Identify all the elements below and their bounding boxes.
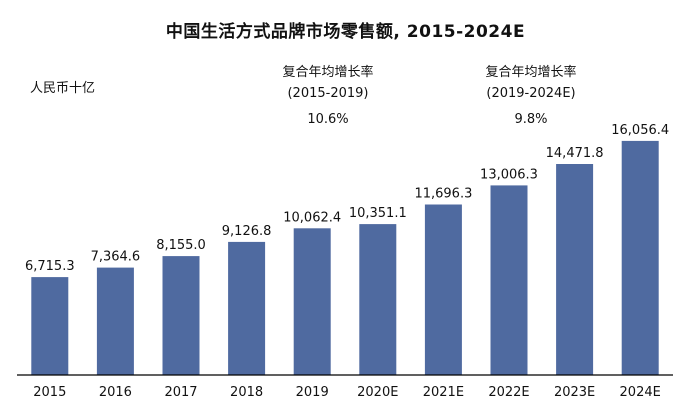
bar-2023E	[556, 164, 594, 375]
cagr-value: 10.6%	[307, 112, 349, 127]
x-tick-label-2020E: 2020E	[357, 385, 398, 400]
bar-2021E	[424, 204, 462, 375]
bar-2016	[96, 267, 134, 375]
bar-2015	[31, 277, 69, 375]
data-label-2019: 10,062.4	[283, 210, 341, 225]
bar-2017	[162, 256, 200, 375]
bar-2024E	[621, 140, 659, 375]
data-label-2020E: 10,351.1	[349, 206, 407, 221]
x-tick-label-2016: 2016	[99, 385, 132, 400]
cagr-label: 复合年均增长率	[282, 65, 374, 80]
x-tick-label-2015: 2015	[33, 385, 66, 400]
data-label-2018: 9,126.8	[222, 224, 272, 239]
x-tick-label-2021E: 2021E	[423, 385, 464, 400]
data-label-2023E: 14,471.8	[546, 146, 604, 161]
unit-label: 人民币十亿	[30, 81, 96, 96]
data-label-2021E: 11,696.3	[414, 187, 472, 202]
x-tick-label-2022E: 2022E	[488, 385, 529, 400]
bar-2018	[228, 241, 266, 375]
cagr-value: 9.8%	[514, 112, 548, 127]
x-tick-label-2023E: 2023E	[554, 385, 595, 400]
data-label-2022E: 13,006.3	[480, 167, 538, 182]
x-tick-label-2019: 2019	[296, 385, 329, 400]
cagr-annotation-2015-2019: 复合年均增长率 (2015-2019) 10.6%	[238, 62, 418, 130]
bar-2020E	[359, 224, 397, 375]
cagr-period: (2015-2019)	[287, 86, 369, 101]
x-tick-label-2018: 2018	[230, 385, 263, 400]
x-tick-label-2024E: 2024E	[620, 385, 661, 400]
cagr-annotation-2019-2024e: 复合年均增长率 (2019-2024E) 9.8%	[441, 62, 621, 130]
data-label-2016: 7,364.6	[91, 250, 141, 265]
cagr-period: (2019-2024E)	[486, 86, 576, 101]
data-label-2015: 6,715.3	[25, 259, 75, 274]
cagr-label: 复合年均增长率	[485, 65, 577, 80]
data-label-2017: 8,155.0	[156, 238, 206, 253]
bar-2019	[293, 228, 331, 375]
chart-title: 中国生活方式品牌市场零售额, 2015-2024E	[165, 22, 526, 42]
bar-2022E	[490, 185, 528, 375]
data-label-2024E: 16,056.4	[611, 123, 669, 138]
x-tick-label-2017: 2017	[164, 385, 197, 400]
